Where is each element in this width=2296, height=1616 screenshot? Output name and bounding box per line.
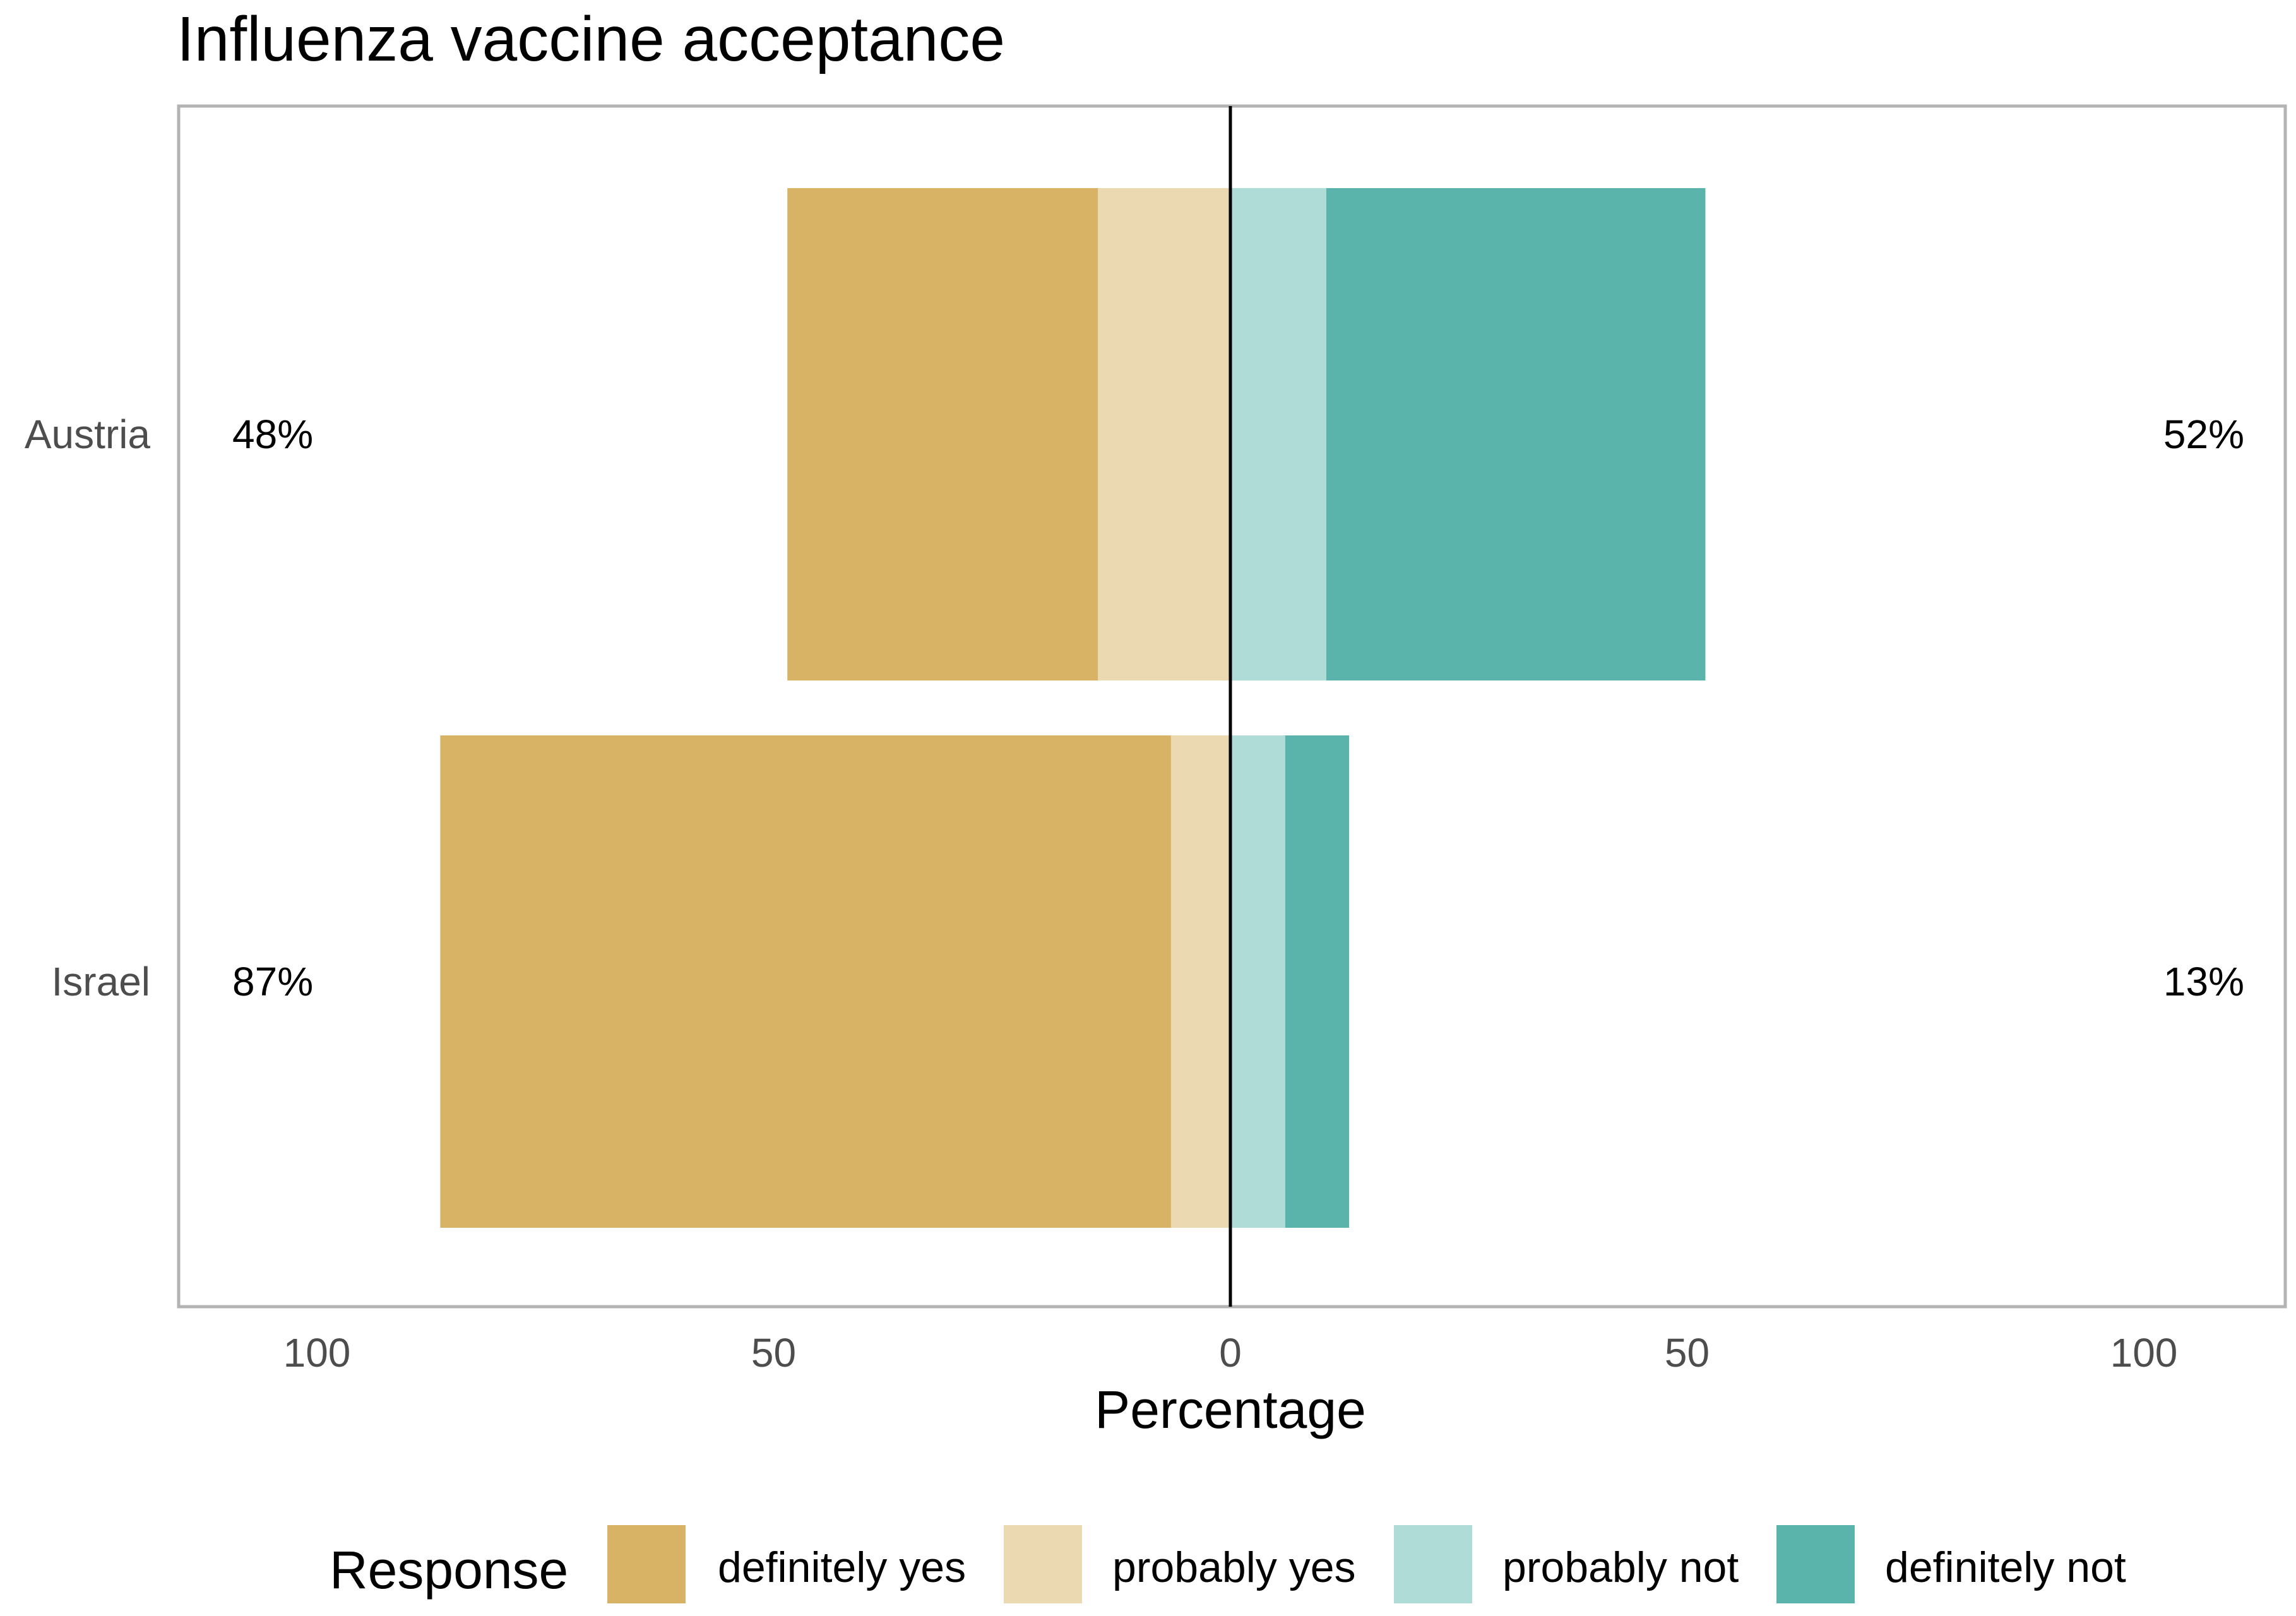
bars [440,188,1706,1228]
legend: Response definitely yes probably yes proba… [330,1523,2126,1606]
category-label: Austria [25,412,151,457]
bar-israel-probably-yes [1170,735,1230,1228]
x-tick-label: 0 [1219,1330,1242,1375]
legend-label: probably not [1502,1543,1739,1591]
x-tick-label: 100 [283,1330,351,1375]
legend-label: definitely not [1885,1543,2126,1591]
x-axis-title: Percentage [1095,1380,1366,1439]
bar-israel-probably-not [1230,735,1285,1228]
category-labels: Austria Israel [25,412,151,1004]
percent-labels: 48% 52% 87% 13% [232,412,2244,1004]
left-percent-label: 48% [232,412,313,457]
x-tick-label: 50 [751,1330,796,1375]
legend-label: probably yes [1112,1543,1356,1591]
bar-austria-probably-not [1230,188,1326,680]
right-percent-label: 52% [2163,412,2244,457]
legend-title: Response [330,1540,568,1600]
legend-key-definitely-yes [605,1523,688,1606]
chart-title: Influenza vaccine acceptance [177,4,1005,74]
bar-austria-definitely-yes [787,188,1098,680]
bar-austria-probably-yes [1098,188,1230,680]
right-percent-label: 13% [2163,959,2244,1004]
x-tick-label: 100 [2110,1330,2178,1375]
x-axis-ticks: 100 50 0 50 100 [283,1330,2178,1375]
category-label: Israel [52,959,151,1004]
legend-label: definitely yes [718,1543,966,1591]
bar-austria-definitely-not [1326,188,1706,680]
bar-israel-definitely-not [1285,735,1350,1228]
legend-key-definitely-not [1774,1523,1857,1606]
left-percent-label: 87% [232,959,313,1004]
bar-israel-definitely-yes [440,735,1171,1228]
legend-key-probably-yes [1001,1523,1085,1606]
x-tick-label: 50 [1665,1330,1710,1375]
legend-key-probably-not [1391,1523,1475,1606]
